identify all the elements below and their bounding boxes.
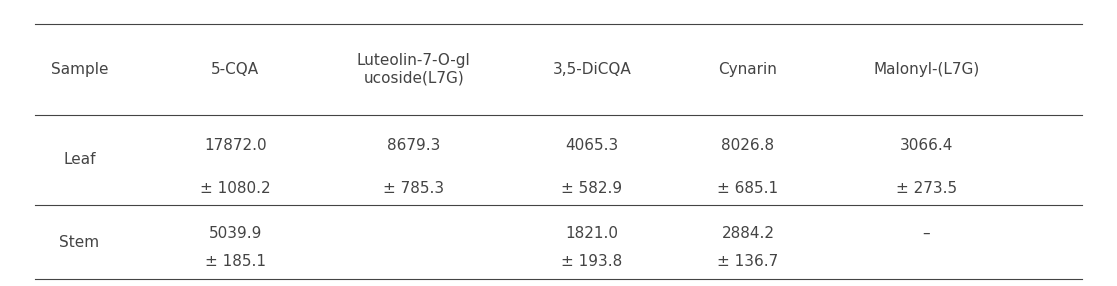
Text: 5039.9: 5039.9 <box>209 226 262 241</box>
Text: ± 685.1: ± 685.1 <box>717 181 779 196</box>
Text: Malonyl-(L7G): Malonyl-(L7G) <box>873 62 980 77</box>
Text: 2884.2: 2884.2 <box>722 226 774 241</box>
Text: ± 185.1: ± 185.1 <box>204 255 266 269</box>
Text: Leaf: Leaf <box>64 152 96 168</box>
Text: Stem: Stem <box>59 235 99 250</box>
Text: 8679.3: 8679.3 <box>386 138 440 153</box>
Text: Cynarin: Cynarin <box>718 62 777 77</box>
Text: –: – <box>923 226 930 241</box>
Text: 3066.4: 3066.4 <box>899 138 953 153</box>
Text: 5-CQA: 5-CQA <box>211 62 259 77</box>
Text: ± 582.9: ± 582.9 <box>562 181 622 196</box>
Text: ± 1080.2: ± 1080.2 <box>200 181 270 196</box>
Text: Luteolin-7-O-gl
ucoside(L7G): Luteolin-7-O-gl ucoside(L7G) <box>356 53 470 86</box>
Text: ± 785.3: ± 785.3 <box>383 181 445 196</box>
Text: 1821.0: 1821.0 <box>565 226 619 241</box>
Text: 17872.0: 17872.0 <box>204 138 267 153</box>
Text: Sample: Sample <box>50 62 108 77</box>
Text: 3,5-DiCQA: 3,5-DiCQA <box>553 62 631 77</box>
Text: ± 136.7: ± 136.7 <box>717 255 779 269</box>
Text: ± 193.8: ± 193.8 <box>562 255 622 269</box>
Text: 8026.8: 8026.8 <box>722 138 774 153</box>
Text: 4065.3: 4065.3 <box>565 138 619 153</box>
Text: ± 273.5: ± 273.5 <box>896 181 957 196</box>
